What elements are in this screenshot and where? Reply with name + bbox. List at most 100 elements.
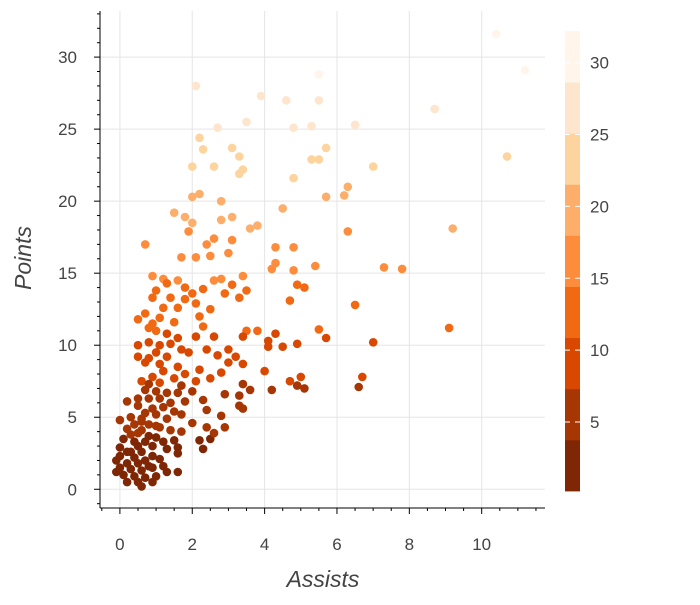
- data-point: [148, 451, 157, 461]
- data-point: [144, 338, 154, 347]
- data-point: [368, 338, 378, 347]
- data-point: [195, 365, 204, 375]
- data-point: [151, 421, 161, 431]
- colorbar-segment: [565, 184, 580, 236]
- data-point: [198, 145, 208, 154]
- data-point: [140, 240, 150, 249]
- data-point: [195, 133, 204, 143]
- data-point: [144, 323, 154, 333]
- data-point: [314, 325, 324, 334]
- data-point: [285, 376, 295, 386]
- data-point: [155, 340, 164, 350]
- colorbar-tick-label: 25: [590, 126, 609, 145]
- data-point: [216, 196, 226, 206]
- data-point: [173, 449, 183, 458]
- data-point: [188, 289, 197, 298]
- data-point: [126, 412, 136, 422]
- data-point: [173, 362, 183, 372]
- data-point: [253, 221, 262, 230]
- data-point: [289, 243, 298, 252]
- y-tick-label: 5: [68, 408, 77, 427]
- data-point: [191, 299, 201, 308]
- data-point: [180, 294, 190, 304]
- data-point: [271, 243, 280, 252]
- data-point: [133, 352, 143, 362]
- data-point: [155, 394, 164, 403]
- data-point: [206, 304, 215, 314]
- data-point: [292, 381, 302, 390]
- data-point: [213, 351, 222, 360]
- colorbar-segment: [565, 439, 580, 492]
- data-point: [289, 173, 298, 183]
- data-point: [133, 428, 143, 438]
- data-point: [202, 405, 211, 415]
- data-point: [213, 123, 222, 132]
- colorbar-segment: [565, 337, 580, 390]
- data-point: [122, 447, 132, 457]
- y-tick-label: 30: [58, 48, 77, 67]
- data-point: [177, 410, 186, 419]
- data-point: [133, 401, 143, 411]
- data-point: [159, 402, 168, 412]
- data-point: [144, 420, 154, 429]
- data-point: [173, 276, 183, 285]
- data-point: [209, 332, 219, 341]
- data-point: [195, 312, 204, 321]
- data-point: [430, 104, 440, 114]
- data-point: [235, 152, 244, 161]
- data-point: [227, 235, 237, 245]
- colorbar-segment: [565, 388, 580, 441]
- data-point: [202, 423, 211, 432]
- data-point: [260, 366, 269, 376]
- plot-area: [100, 11, 545, 508]
- data-point: [321, 192, 331, 202]
- data-point: [159, 366, 168, 376]
- data-point: [119, 434, 128, 444]
- colorbar-segment: [565, 235, 580, 287]
- data-point: [379, 263, 389, 272]
- plot-background: [100, 11, 545, 508]
- data-point: [195, 189, 204, 199]
- data-point: [177, 345, 186, 354]
- data-point: [271, 329, 280, 339]
- data-point: [162, 414, 172, 424]
- colorbar: 5 10 15 20 25 30: [565, 31, 609, 492]
- data-point: [235, 391, 244, 400]
- data-point: [216, 215, 226, 225]
- data-point: [206, 251, 215, 261]
- data-point: [368, 162, 378, 171]
- data-point: [180, 369, 190, 379]
- data-point: [267, 264, 277, 274]
- data-point: [162, 279, 172, 288]
- y-tick-label: 15: [58, 264, 77, 283]
- data-point: [166, 293, 175, 303]
- data-point: [191, 376, 201, 386]
- colorbar-tick-label: 15: [590, 269, 609, 288]
- data-point: [137, 447, 146, 457]
- data-point: [130, 420, 139, 429]
- data-point: [238, 359, 248, 369]
- data-point: [188, 218, 197, 228]
- data-point: [444, 323, 454, 333]
- x-tick-label: 6: [332, 535, 341, 554]
- data-point: [188, 162, 197, 171]
- data-point: [140, 437, 150, 447]
- data-point: [209, 162, 219, 171]
- data-point: [235, 169, 244, 179]
- data-point: [169, 407, 179, 416]
- data-point: [224, 248, 233, 258]
- data-point: [169, 317, 179, 327]
- data-point: [339, 191, 349, 200]
- data-point: [238, 271, 248, 281]
- data-point: [151, 326, 161, 336]
- data-point: [307, 121, 316, 131]
- data-point: [191, 332, 201, 341]
- data-point: [227, 280, 237, 290]
- x-tick-label: 10: [472, 535, 491, 554]
- data-point: [155, 359, 164, 369]
- data-point: [202, 240, 211, 249]
- data-point: [350, 300, 360, 310]
- data-point: [314, 70, 324, 79]
